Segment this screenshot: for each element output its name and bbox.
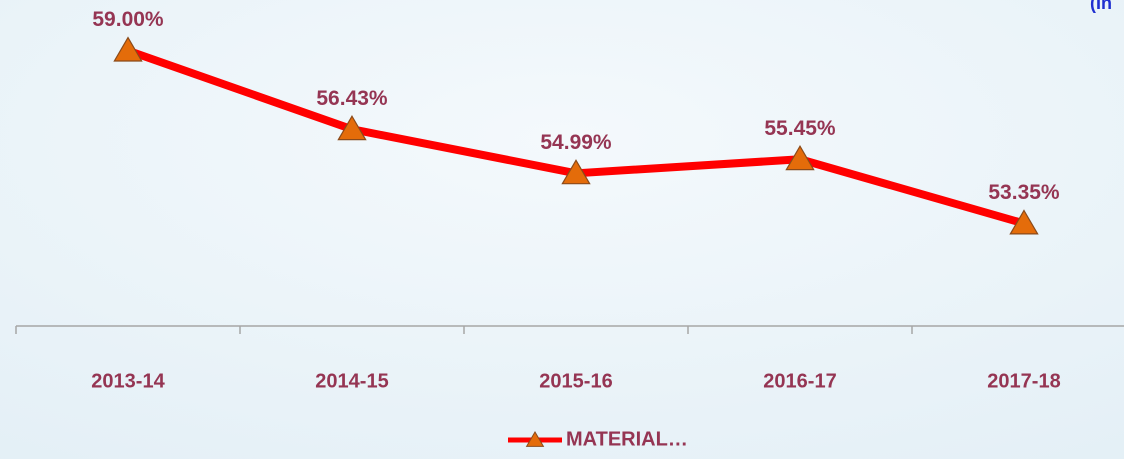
marker bbox=[113, 36, 143, 62]
data-label: 59.00% bbox=[92, 8, 164, 31]
x-tick-label: 2017-18 bbox=[987, 370, 1060, 392]
data-label: 55.45% bbox=[764, 117, 836, 140]
data-label: 56.43% bbox=[316, 87, 388, 110]
marker bbox=[337, 115, 367, 141]
x-tick-label: 2013-14 bbox=[91, 370, 165, 392]
marker bbox=[561, 159, 591, 185]
legend-label: MATERIAL… bbox=[566, 428, 688, 450]
x-tick-label: 2014-15 bbox=[315, 370, 388, 392]
data-label: 54.99% bbox=[540, 131, 612, 154]
legend-marker bbox=[525, 431, 545, 447]
marker bbox=[785, 145, 815, 171]
x-tick-label: 2016-17 bbox=[763, 370, 836, 392]
data-label: 53.35% bbox=[988, 181, 1060, 204]
x-tick-label: 2015-16 bbox=[539, 370, 612, 392]
marker bbox=[1009, 209, 1039, 235]
annotation: (In bbox=[1090, 0, 1112, 13]
